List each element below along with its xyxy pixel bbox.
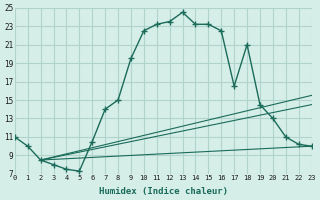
- X-axis label: Humidex (Indice chaleur): Humidex (Indice chaleur): [99, 187, 228, 196]
